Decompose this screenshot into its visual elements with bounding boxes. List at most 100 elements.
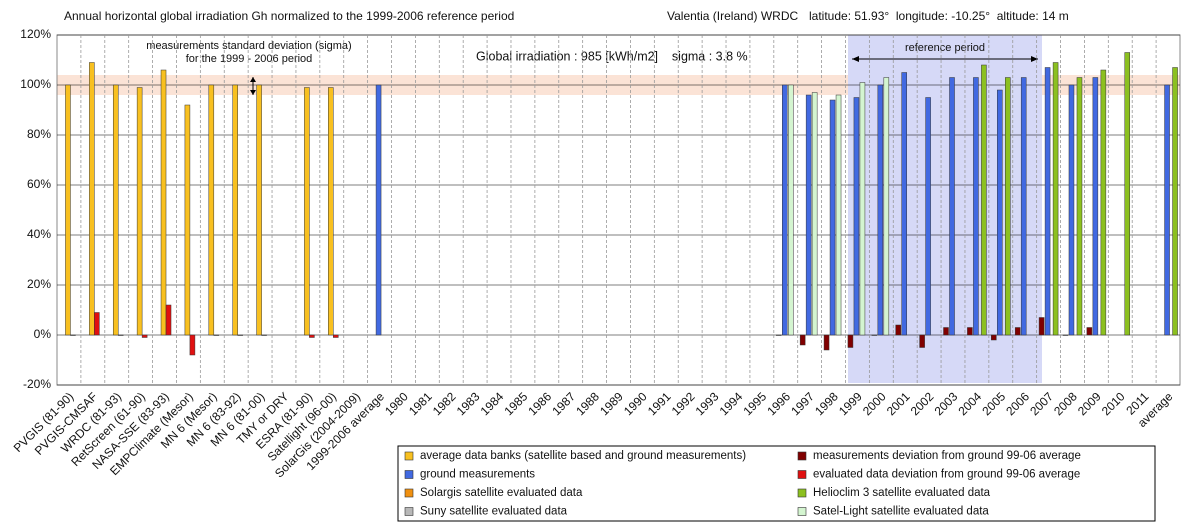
bar: [799, 334, 806, 346]
bar: [184, 104, 191, 336]
bars: [65, 52, 1178, 356]
bar: [1086, 327, 1093, 336]
bar: [1044, 67, 1051, 336]
x-tick-label: 1983: [454, 389, 483, 418]
bar: [1062, 334, 1069, 336]
x-tick-label: 1993: [693, 389, 722, 418]
y-tick-label: 60%: [27, 177, 51, 191]
x-tick-label: 1986: [525, 389, 554, 418]
bar: [165, 304, 172, 336]
bar: [70, 334, 76, 336]
bar: [189, 334, 196, 356]
legend-label: evaluated data deviation from ground 99-…: [813, 469, 1080, 481]
x-tick-label: 2000: [860, 389, 889, 418]
bar: [136, 87, 143, 336]
legend-swatch: [404, 488, 414, 498]
bar: [232, 84, 238, 336]
bar: [1100, 69, 1107, 336]
legend-swatch: [404, 451, 414, 461]
y-tick-label: 100%: [20, 77, 51, 91]
x-tick-label: 1984: [478, 389, 507, 418]
x-tick-label: 1992: [669, 389, 698, 418]
x-tick-label: 2005: [979, 389, 1008, 418]
bar: [853, 97, 860, 336]
bar: [117, 334, 124, 336]
legend-swatch: [797, 470, 807, 479]
x-tick-label: 2001: [884, 389, 913, 418]
annotation: measurements standard deviation (sigma): [146, 40, 351, 52]
legend-label: Solargis satellite evaluated data: [420, 487, 583, 499]
bar: [811, 92, 818, 336]
bar: [997, 89, 1003, 336]
bar: [943, 327, 949, 336]
x-tick-label: 2004: [955, 389, 984, 418]
legend-swatch: [404, 507, 414, 516]
grid: [56, 34, 1181, 386]
bar: [208, 84, 215, 336]
legend-swatch: [797, 507, 807, 516]
bar: [991, 334, 997, 341]
bar: [333, 334, 339, 338]
y-tick-label: 80%: [27, 127, 51, 141]
legend: average data banks (satellite based and …: [404, 450, 1081, 518]
chart-title: Annual horizontal global irradiation Gh …: [64, 9, 514, 23]
x-tick-label: 1995: [740, 389, 769, 418]
bar: [141, 334, 148, 338]
x-tick-label: 1989: [597, 389, 626, 418]
bar: [835, 94, 842, 336]
bar: [805, 94, 812, 336]
bar: [883, 77, 890, 336]
x-tick-label: 1998: [812, 389, 841, 418]
x-tick-label: 1997: [788, 389, 817, 418]
bar: [160, 69, 167, 336]
bar: [782, 84, 788, 336]
bar: [776, 334, 782, 336]
bar: [256, 84, 262, 336]
x-tick-label: 1981: [406, 389, 435, 418]
location: latitude: 51.93° longitude: -10.25° alti…: [809, 9, 1069, 23]
chart-subtitle: Valentia (Ireland) WRDC: [667, 9, 798, 23]
bar: [788, 84, 794, 336]
x-tick-label: 1990: [621, 389, 650, 418]
y-tick-label: -20%: [23, 377, 51, 391]
y-tick-label: 20%: [27, 277, 51, 291]
legend-label: Suny satellite evaluated data: [420, 506, 568, 518]
bar: [1005, 77, 1011, 336]
bar: [901, 72, 907, 336]
y-tick-label: 40%: [27, 227, 51, 241]
x-tick-label: 2007: [1027, 389, 1056, 418]
bar: [1068, 84, 1075, 336]
x-tick-label: 1985: [502, 389, 531, 418]
x-tick-label: 2008: [1051, 389, 1080, 418]
bar: [65, 84, 71, 336]
bar: [871, 334, 878, 336]
bar: [1124, 52, 1131, 336]
x-tick-label: 2009: [1075, 389, 1104, 418]
legend-label: Helioclim 3 satellite evaluated data: [813, 487, 991, 499]
bar: [112, 84, 119, 336]
x-tick-label: 1991: [645, 389, 674, 418]
x-tick-label: 1987: [549, 389, 578, 418]
legend-label: measurements deviation from ground 99-06…: [813, 450, 1081, 462]
bar: [829, 99, 836, 336]
x-tick-label: 1996: [764, 389, 793, 418]
bar: [1020, 77, 1027, 336]
bar: [823, 334, 830, 351]
legend-box: [397, 445, 1156, 522]
bar: [949, 77, 955, 336]
legend-label: average data banks (satellite based and …: [420, 450, 746, 462]
bar: [1014, 327, 1021, 336]
bar: [304, 87, 310, 336]
bar: [967, 327, 973, 336]
bar: [309, 334, 315, 338]
bar: [1092, 77, 1099, 336]
bar: [261, 334, 267, 336]
bar: [213, 334, 220, 336]
x-tick-label: 1994: [717, 389, 746, 418]
y-tick-label: 120%: [20, 27, 51, 41]
bar: [925, 97, 931, 336]
legend-label: ground measurements: [420, 469, 535, 481]
annotation: Global irradiation : 985 [kWh/m2] sigma …: [476, 49, 748, 63]
x-tick-label: 1988: [573, 389, 602, 418]
